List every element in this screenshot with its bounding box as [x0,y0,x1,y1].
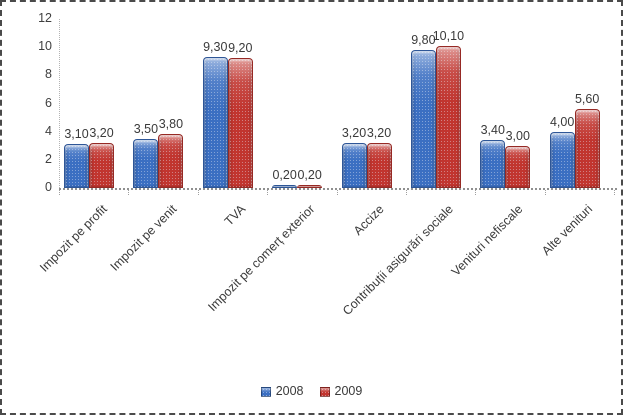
legend-swatch-2008 [260,386,271,397]
bar-texture [159,135,183,187]
bar-value-label: 3,20 [341,126,367,140]
x-axis-tick [614,190,615,195]
bar-texture [134,140,158,187]
bar-texture [298,186,322,187]
bar-texture [481,141,505,187]
bar-texture [506,147,530,187]
x-axis-line [59,188,617,190]
bar-2009 [435,46,461,188]
bar-2008 [272,185,298,188]
bar-2008 [133,139,159,188]
bar-texture [575,110,599,187]
bar-texture [273,186,297,187]
bar-texture [203,58,227,187]
bar-texture [90,144,113,187]
legend-item-2008: 2008 [260,384,304,398]
bar-2009 [505,146,531,188]
bar-value-label: 9,30 [203,40,228,54]
bar-value-label: 9,80 [411,33,436,47]
bar-texture [436,47,460,187]
category-label: Impozit pe venit [107,202,179,274]
bar-value-label: 5,60 [574,92,600,106]
bar-texture [550,133,574,187]
bar-value-label: 3,00 [505,129,530,143]
bar-2009 [158,134,184,188]
bar-2008 [341,143,367,188]
x-axis-tick [128,190,130,195]
y-axis-tick-label: 10 [38,39,52,54]
bar-2009 [574,109,600,188]
y-axis-line [59,19,60,188]
legend-label: 2008 [275,384,304,398]
bar-value-label: 10,10 [432,29,465,43]
bar-value-label: 3,20 [366,126,392,140]
bar-2008 [202,57,228,188]
legend-swatch-2009 [319,386,330,397]
bar-value-label: 3,20 [89,126,114,140]
bar-2009 [89,143,114,188]
bar-value-label: 3,50 [133,122,159,136]
y-axis-tick-label: 8 [45,67,52,82]
y-axis-tick-label: 12 [38,11,52,25]
bar-2008 [480,140,506,188]
bar-value-label: 3,80 [158,117,184,131]
x-axis-tick [475,190,477,195]
bar-texture [411,51,435,187]
bar-value-label: 9,20 [228,41,253,55]
bar-2009 [297,185,323,188]
bar-value-label: 3,10 [64,127,89,141]
x-axis-tick [544,190,546,195]
bar-value-label: 3,40 [480,123,505,137]
x-axis-tick [336,190,338,195]
category-label: Impozit pe profit [36,202,110,275]
category-label: Accize [351,202,388,238]
x-axis-tick [267,190,269,195]
legend-item-2009: 2009 [319,384,363,398]
bar-2008 [410,50,436,188]
x-axis-tick [59,190,60,195]
legend-label: 2009 [334,384,363,398]
bar-2009 [366,143,392,188]
bar-2009 [227,58,253,188]
y-axis-tick-label: 6 [45,95,52,110]
x-axis-tick [197,190,199,195]
category-label: TVA [221,202,249,229]
x-axis-tick [405,190,407,195]
bar-texture [367,144,391,187]
bar-value-label: 0,20 [297,168,322,182]
category-label: Venituri nefiscale [449,202,526,279]
bar-2008 [64,144,89,188]
y-axis-tick-label: 4 [45,123,52,138]
bar-texture [65,145,88,187]
y-axis-tick-label: 2 [45,151,52,166]
bar-value-label: 4,00 [549,115,575,129]
bar-2008 [549,132,575,188]
category-label: Alte venituri [539,202,596,259]
bar-texture [342,144,366,187]
bar-value-label: 0,20 [272,168,297,182]
y-axis-tick-label: 0 [45,180,52,194]
bar-texture [228,59,252,187]
chart-legend: 2008 2009 [2,385,621,398]
